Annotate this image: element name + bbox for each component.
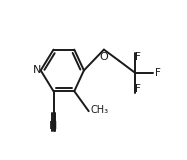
Text: F: F [155, 68, 160, 78]
Text: N: N [49, 121, 58, 131]
Text: F: F [135, 84, 141, 94]
Text: N: N [33, 65, 41, 75]
Text: CH₃: CH₃ [91, 105, 109, 115]
Text: O: O [99, 52, 108, 62]
Text: F: F [135, 52, 141, 62]
